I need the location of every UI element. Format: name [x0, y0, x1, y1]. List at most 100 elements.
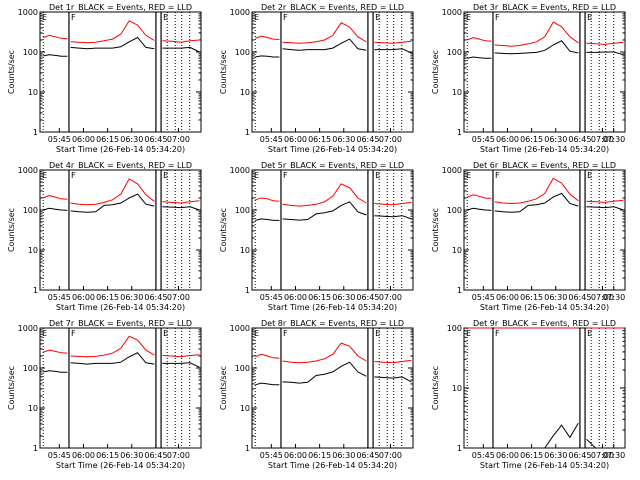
y-axis-label: Counts/sec	[7, 50, 16, 94]
marker-label-e: E	[42, 171, 47, 180]
chart-title: Det 5r_BLACK = Events, RED = LLD	[261, 161, 404, 170]
plot-frame	[463, 169, 626, 291]
series-line-lld	[162, 354, 200, 358]
x-axis-label: Start Time (26-Feb-14 05:34:20)	[480, 145, 609, 154]
y-tick-label: 100	[447, 206, 462, 215]
y-tick-label: 100	[447, 324, 462, 333]
marker-label-f: F	[71, 171, 76, 180]
x-tick-label: 05:45	[260, 451, 283, 460]
y-tick-label: 100	[23, 48, 38, 57]
plot-frame	[463, 327, 626, 449]
marker-label-e: E	[375, 171, 380, 180]
x-axis-label: Start Time (26-Feb-14 05:34:20)	[56, 461, 185, 470]
y-tick-label: 10	[240, 88, 250, 97]
x-tick-label: 06:45	[568, 293, 591, 302]
chart-panel-1: Det 1r_BLACK = Events, RED = LLD 1 10 100 10…	[7, 3, 202, 154]
marker-label-f: F	[495, 171, 500, 180]
x-tick-label: 06:30	[120, 293, 143, 302]
marker-label-e: E	[42, 329, 47, 338]
x-tick-label: 05:45	[260, 135, 283, 144]
chart-panel-4: Det 4r_BLACK = Events, RED = LLD 1 10 100 10…	[7, 161, 202, 312]
series-line-lld	[43, 349, 68, 354]
x-tick-label: 06:30	[544, 451, 567, 460]
x-tick-label: 05:45	[472, 451, 495, 460]
chart-title: Det 4r_BLACK = Events, RED = LLD	[49, 161, 192, 170]
marker-label-e: E	[254, 171, 259, 180]
x-tick-label: 07:00	[591, 135, 614, 144]
y-tick-label: 1	[33, 128, 38, 137]
y-tick-label: 10	[28, 88, 38, 97]
x-tick-label: 05:45	[260, 293, 283, 302]
series-line-lld	[162, 39, 200, 43]
series-line-lld	[70, 335, 155, 358]
y-tick-label: 10	[452, 384, 462, 393]
series-line-events	[43, 54, 68, 57]
x-tick-label: 06:30	[120, 451, 143, 460]
x-tick-label: 07:00	[379, 135, 402, 144]
series-line-lld	[282, 342, 367, 364]
marker-label-e: E	[466, 13, 471, 22]
chart-title: Det 9r_BLACK = Events, RED = LLD	[473, 319, 616, 328]
chart-title: Det 1r_BLACK = Events, RED = LLD	[49, 3, 192, 12]
x-tick-label: 06:15	[520, 451, 543, 460]
series-line-lld	[494, 21, 579, 47]
chart-panel-7: Det 7r_BLACK = Events, RED = LLD 1 10 100 10…	[7, 319, 202, 470]
y-tick-label: 1000	[442, 8, 462, 17]
marker-label-e: E	[466, 171, 471, 180]
marker-label-f: F	[283, 13, 288, 22]
x-tick-label: 07:30	[602, 293, 625, 302]
y-tick-label: 1	[33, 286, 38, 295]
series-line-events	[43, 370, 68, 373]
x-tick-label: 07:00	[167, 293, 190, 302]
series-line-events	[374, 376, 412, 383]
y-tick-label: 10	[28, 246, 38, 255]
marker-label-f: F	[71, 13, 76, 22]
x-tick-label: 06:15	[308, 451, 331, 460]
x-tick-label: 06:45	[144, 135, 167, 144]
series-line-lld	[162, 200, 200, 204]
series-line-events	[70, 36, 155, 50]
y-tick-label: 10	[452, 88, 462, 97]
y-tick-label: 1000	[230, 8, 250, 17]
y-axis-label: Counts/sec	[431, 208, 440, 252]
marker-label-e: E	[375, 329, 380, 338]
marker-label-e: E	[587, 13, 592, 22]
chart-title: Det 3r_BLACK = Events, RED = LLD	[473, 3, 616, 12]
x-tick-label: 06:45	[144, 451, 167, 460]
series-line-lld	[70, 178, 155, 206]
x-tick-label: 06:45	[356, 293, 379, 302]
marker-label-e: E	[466, 329, 471, 338]
x-tick-label: 07:00	[379, 293, 402, 302]
x-axis-label: Start Time (26-Feb-14 05:34:20)	[268, 145, 397, 154]
x-tick-label: 06:00	[496, 135, 519, 144]
chart-panel-5: Det 5r_BLACK = Events, RED = LLD 1 10 100 10…	[219, 161, 414, 312]
marker-label-f: F	[71, 329, 76, 338]
series-line-events	[494, 40, 579, 55]
y-tick-label: 10	[28, 404, 38, 413]
plot-frame	[251, 169, 414, 291]
x-tick-label: 07:30	[602, 135, 625, 144]
x-tick-label: 06:30	[120, 135, 143, 144]
series-line-lld	[255, 353, 280, 359]
y-axis-label: Counts/sec	[219, 208, 228, 252]
x-tick-label: 05:45	[48, 451, 71, 460]
x-tick-label: 07:00	[591, 293, 614, 302]
series-line-events	[162, 362, 200, 368]
series-line-events	[255, 382, 280, 386]
marker-label-e: E	[587, 329, 592, 338]
series-line-events	[467, 207, 492, 211]
y-tick-label: 10	[240, 246, 250, 255]
y-tick-label: 1000	[18, 8, 38, 17]
y-axis-label: Counts/sec	[219, 366, 228, 410]
marker-label-f: F	[495, 329, 500, 338]
series-line-events	[494, 192, 579, 213]
x-axis-label: Start Time (26-Feb-14 05:34:20)	[480, 303, 609, 312]
series-line-events	[467, 56, 492, 59]
series-line-events	[586, 206, 624, 211]
y-axis-label: Counts/sec	[219, 50, 228, 94]
x-tick-label: 06:15	[308, 135, 331, 144]
plot-frame	[39, 11, 202, 133]
x-tick-label: 06:00	[284, 451, 307, 460]
series-line-lld	[282, 183, 367, 207]
y-tick-label: 100	[447, 48, 462, 57]
